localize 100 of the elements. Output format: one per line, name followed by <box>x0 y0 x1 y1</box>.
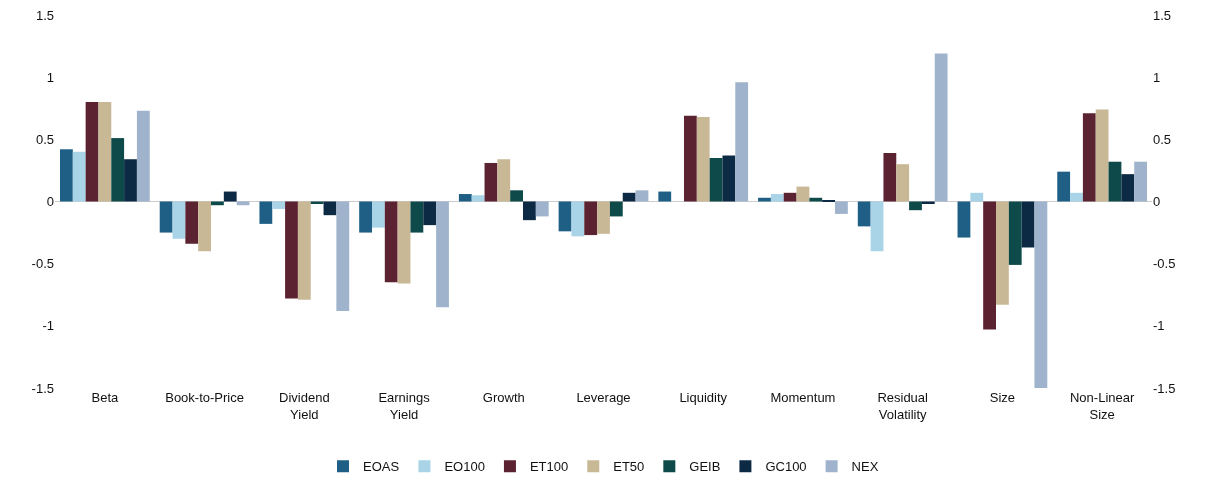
bar <box>497 159 511 202</box>
bar <box>983 201 996 330</box>
bar <box>1082 113 1096 202</box>
bar <box>1134 161 1148 202</box>
y-tick-label: 1.5 <box>35 7 54 23</box>
legend-label: GC100 <box>765 459 807 475</box>
bar <box>384 201 398 283</box>
bar <box>696 116 710 202</box>
bar <box>809 197 823 202</box>
bar <box>735 82 749 202</box>
y-tick-label: 1 <box>46 69 54 85</box>
bar <box>896 164 910 202</box>
bar <box>198 201 211 252</box>
bar <box>683 115 697 202</box>
y-tick-label: 0 <box>46 194 54 210</box>
y2-tick-label: -1.5 <box>1153 380 1176 396</box>
bar <box>297 201 311 300</box>
bar <box>98 102 112 202</box>
bar <box>571 201 585 237</box>
bar <box>1034 201 1048 388</box>
bar <box>111 138 125 202</box>
bar <box>957 201 971 238</box>
bar <box>272 201 286 209</box>
bar <box>85 102 99 202</box>
bar <box>783 192 797 202</box>
legend-label: ET100 <box>529 459 569 475</box>
legend-label: ET50 <box>613 459 645 475</box>
y2-tick-label: 0 <box>1153 194 1161 210</box>
bar <box>72 151 86 202</box>
y-tick-label: -1.5 <box>31 380 54 396</box>
bar <box>658 191 672 202</box>
y2-tick-label: 1 <box>1153 69 1161 85</box>
bar <box>970 192 984 202</box>
legend-label: EO100 <box>444 459 485 475</box>
bar <box>458 194 472 202</box>
bar <box>172 201 186 239</box>
bar <box>423 201 437 226</box>
bar <box>835 201 848 214</box>
bar <box>510 190 524 202</box>
bar <box>359 201 372 233</box>
bar <box>371 201 385 228</box>
bar <box>857 201 871 227</box>
x-tick-label: Residual Volatility <box>877 390 929 422</box>
bar <box>259 201 273 224</box>
y-tick-label: -0.5 <box>31 256 54 272</box>
bar <box>471 195 485 202</box>
bar <box>635 190 649 202</box>
y2-tick-label: 0.5 <box>1153 131 1172 147</box>
bar <box>584 201 598 236</box>
x-tick-label: Dividend Yield <box>279 390 330 422</box>
x-tick-label: Non-Linear Size <box>1069 390 1135 422</box>
bar <box>1070 192 1083 202</box>
bar <box>558 201 572 232</box>
bar <box>1021 201 1035 248</box>
bar <box>622 192 636 202</box>
bar <box>709 157 723 202</box>
bar <box>59 149 73 202</box>
legend-label: NEX <box>851 459 879 475</box>
x-tick-label: Size <box>989 390 1016 405</box>
bar <box>1008 201 1022 265</box>
x-tick-label: Book-to-Price <box>165 390 244 405</box>
legend-label: GEIB <box>689 459 721 475</box>
bar <box>1095 109 1109 202</box>
bar <box>436 201 449 308</box>
y2-tick-label: 1.5 <box>1153 7 1172 23</box>
bar <box>185 201 199 244</box>
x-tick-label: Liquidity <box>679 390 728 405</box>
y2-tick-label: -0.5 <box>1153 256 1176 272</box>
bar <box>722 155 736 202</box>
bar <box>796 186 810 202</box>
bar <box>770 194 784 202</box>
bar <box>397 201 411 284</box>
x-tick-label: Growth <box>482 390 525 405</box>
bar <box>223 191 237 202</box>
bar <box>1057 171 1071 202</box>
bar <box>1108 161 1122 202</box>
bar <box>996 201 1009 305</box>
bar <box>336 201 350 311</box>
bar <box>1121 174 1135 202</box>
x-tick-label: Earnings Yield <box>378 390 431 422</box>
y-tick-label: -1 <box>42 318 54 334</box>
bar <box>934 53 948 202</box>
x-tick-label: Beta <box>91 390 119 405</box>
bar <box>159 201 173 233</box>
bar <box>124 159 137 202</box>
x-tick-label: Momentum <box>770 390 836 405</box>
bar <box>909 201 922 211</box>
bar <box>758 197 771 202</box>
bar <box>535 201 549 217</box>
bar <box>136 110 150 202</box>
bar <box>883 153 897 202</box>
bar <box>285 201 298 299</box>
x-tick-label: Leverage <box>576 390 631 405</box>
bar <box>597 201 610 234</box>
bar <box>523 201 536 221</box>
y-tick-label: 0.5 <box>35 131 54 147</box>
bar <box>484 162 498 202</box>
bar <box>870 201 884 252</box>
legend-label: EOAS <box>363 459 400 475</box>
y2-tick-label: -1 <box>1153 318 1165 334</box>
